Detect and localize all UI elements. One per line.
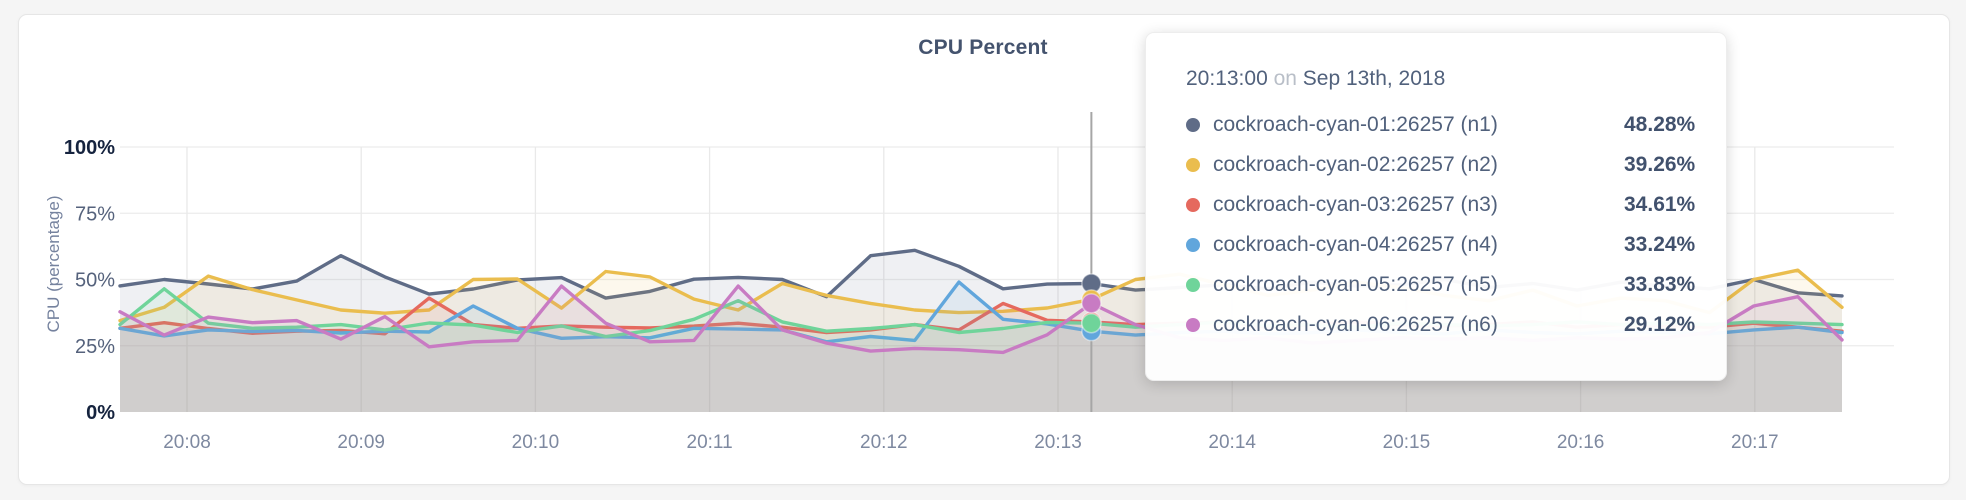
tooltip-series-label: cockroach-cyan-02:26257 (n2) <box>1213 153 1498 176</box>
hover-point <box>1081 293 1102 314</box>
x-axis-tick-label: 20:12 <box>860 432 908 453</box>
chart-title: CPU Percent <box>918 36 1048 59</box>
tooltip-time: 20:13:00 <box>1186 67 1268 90</box>
tooltip-series-value: 48.28% <box>1624 113 1696 136</box>
hover-tooltip: 20:13:00 on Sep 13th, 2018 cockroach-cya… <box>1145 32 1727 381</box>
y-axis-tick-label: 100% <box>64 137 115 159</box>
y-axis-tick-label: 75% <box>75 203 115 225</box>
x-axis-tick-label: 20:16 <box>1557 432 1605 453</box>
tooltip-series-label: cockroach-cyan-06:26257 (n6) <box>1213 313 1498 336</box>
tooltip-series-value: 33.24% <box>1624 233 1696 256</box>
series-color-dot-icon <box>1186 198 1200 212</box>
tooltip-series-value: 39.26% <box>1624 153 1696 176</box>
series-color-dot-icon <box>1186 158 1200 172</box>
y-axis-tick-label: 50% <box>75 270 115 292</box>
x-axis-tick-label: 20:14 <box>1208 432 1256 453</box>
tooltip-series-label: cockroach-cyan-03:26257 (n3) <box>1213 193 1498 216</box>
x-axis-tick-label: 20:09 <box>337 432 385 453</box>
x-axis-tick-label: 20:11 <box>687 432 733 453</box>
y-axis-tick-label: 0% <box>86 402 115 424</box>
tooltip-row: cockroach-cyan-04:26257 (n4) 33.24% <box>1186 225 1726 265</box>
tooltip-row: cockroach-cyan-02:26257 (n2) 39.26% <box>1186 145 1726 185</box>
tooltip-timestamp: 20:13:00 on Sep 13th, 2018 <box>1186 67 1726 91</box>
x-axis-tick-label: 20:13 <box>1034 432 1082 453</box>
tooltip-series-value: 34.61% <box>1624 193 1696 216</box>
tooltip-series-label: cockroach-cyan-05:26257 (n5) <box>1213 273 1498 296</box>
series-color-dot-icon <box>1186 118 1200 132</box>
tooltip-series-label: cockroach-cyan-04:26257 (n4) <box>1213 233 1498 256</box>
tooltip-series-value: 33.83% <box>1624 273 1696 296</box>
x-axis-tick-label: 20:08 <box>163 432 211 453</box>
x-axis-tick-label: 20:15 <box>1383 432 1431 453</box>
tooltip-row: cockroach-cyan-01:26257 (n1) 48.28% <box>1186 105 1726 145</box>
series-color-dot-icon <box>1186 278 1200 292</box>
series-color-dot-icon <box>1186 318 1200 332</box>
tooltip-row: cockroach-cyan-06:26257 (n6) 29.12% <box>1186 305 1726 345</box>
x-axis-tick-label: 20:10 <box>512 432 560 453</box>
tooltip-row: cockroach-cyan-03:26257 (n3) 34.61% <box>1186 185 1726 225</box>
tooltip-series-list: cockroach-cyan-01:26257 (n1) 48.28% cockro… <box>1186 105 1726 345</box>
tooltip-date: Sep 13th, 2018 <box>1302 67 1446 90</box>
y-axis-tick-label: 25% <box>75 336 115 358</box>
series-color-dot-icon <box>1186 238 1200 252</box>
hover-point <box>1081 312 1102 334</box>
tooltip-row: cockroach-cyan-05:26257 (n5) 33.83% <box>1186 265 1726 305</box>
tooltip-series-label: cockroach-cyan-01:26257 (n1) <box>1213 113 1498 136</box>
tooltip-conjunction: on <box>1273 67 1297 90</box>
tooltip-series-value: 29.12% <box>1624 313 1696 336</box>
x-axis-tick-label: 20:17 <box>1731 432 1779 453</box>
